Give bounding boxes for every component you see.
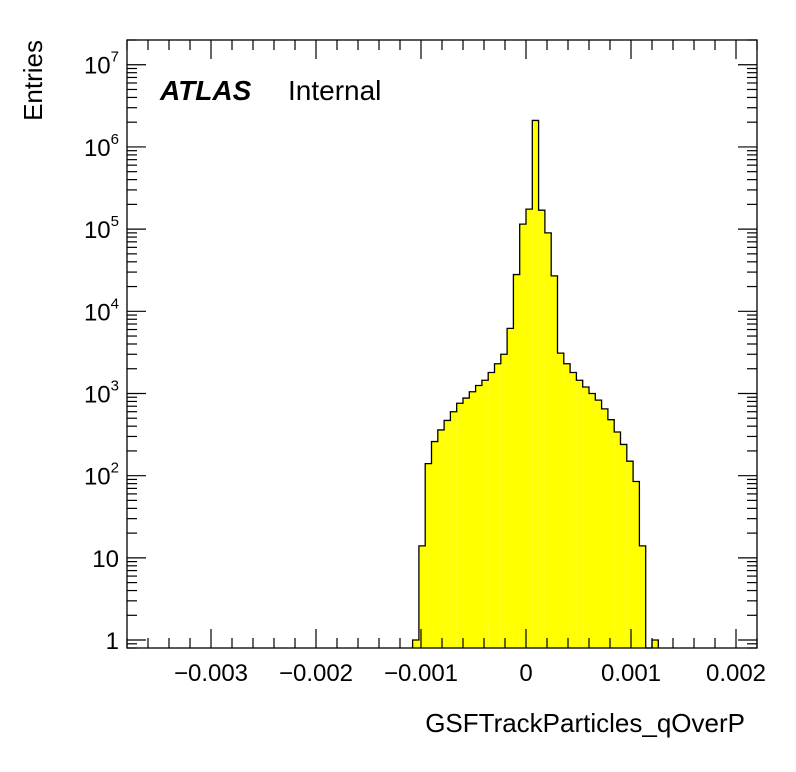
histogram-bar-20 [538, 210, 545, 649]
histogram-bar-21 [544, 232, 552, 648]
histogram-bar-29 [595, 400, 602, 648]
x-tick-label: 0.001 [601, 660, 661, 687]
histogram-bar-4 [437, 429, 445, 648]
histogram-bar-30 [601, 408, 608, 648]
histogram-bar-1 [418, 545, 426, 648]
y-tick-label: 10 [92, 546, 119, 573]
histogram-bar-38 [652, 640, 659, 648]
histogram-bar-25 [570, 372, 577, 648]
axis-ticks [126, 39, 758, 649]
histogram-bar-18 [526, 209, 533, 648]
x-tick-label: −0.001 [384, 660, 458, 687]
histogram-bar-17 [519, 224, 526, 648]
histogram-bar-26 [576, 380, 583, 648]
internal-label: Internal [288, 75, 381, 106]
histogram-outline [411, 119, 659, 649]
histogram-bar-0 [412, 640, 419, 648]
histogram-bar-10 [475, 385, 482, 648]
histogram-bar-24 [563, 363, 571, 648]
histogram-bar-12 [488, 372, 495, 648]
histogram-bar-11 [481, 380, 489, 648]
y-tick-label: 103 [84, 377, 119, 408]
histogram-bar-2 [425, 463, 432, 648]
histogram-bar-33 [620, 444, 627, 648]
histogram-bar-9 [469, 391, 476, 648]
x-tick-label: 0 [519, 660, 532, 687]
y-tick-label: 105 [84, 213, 119, 244]
histogram-bar-35 [633, 481, 640, 648]
histogram-bar-27 [582, 386, 589, 648]
y-tick-labels: 1 10 102 103 104 105 106 107 [84, 49, 119, 655]
y-tick-label: 1 [106, 628, 119, 655]
x-axis-title: GSFTrackParticles_qOverP [425, 708, 745, 738]
histogram-bar-6 [450, 411, 457, 648]
histogram-bar-28 [589, 393, 596, 648]
histogram-bar-31 [607, 419, 615, 648]
histogram-bars [411, 119, 659, 649]
histogram-bar-22 [551, 275, 558, 648]
y-tick-label: 107 [84, 49, 119, 80]
x-tick-label: −0.002 [279, 660, 353, 687]
histogram-bar-36 [639, 545, 646, 648]
x-tick-label: −0.003 [174, 660, 248, 687]
histogram-bar-15 [507, 328, 514, 648]
histogram-bar-32 [614, 431, 621, 648]
histogram-bar-19 [532, 120, 539, 648]
histogram-bar-13 [494, 363, 501, 648]
y-tick-label: 102 [84, 460, 119, 491]
x-tick-labels: −0.003 −0.002 −0.001 0 0.001 0.002 [174, 660, 766, 687]
histogram-bar-5 [444, 420, 451, 648]
histogram-bar-34 [626, 461, 634, 648]
atlas-label: ATLAS [159, 75, 252, 106]
histogram-bar-3 [431, 441, 438, 648]
x-tick-label: 0.002 [706, 660, 766, 687]
histogram-bar-7 [456, 403, 463, 648]
y-tick-label: 104 [84, 295, 119, 326]
histogram-bar-23 [557, 353, 564, 648]
y-tick-label: 106 [84, 131, 119, 162]
histogram-bar-14 [500, 354, 508, 648]
y-axis-title: Entries [18, 40, 48, 121]
histogram-bar-8 [463, 398, 470, 648]
histogram-bar-16 [513, 274, 520, 648]
